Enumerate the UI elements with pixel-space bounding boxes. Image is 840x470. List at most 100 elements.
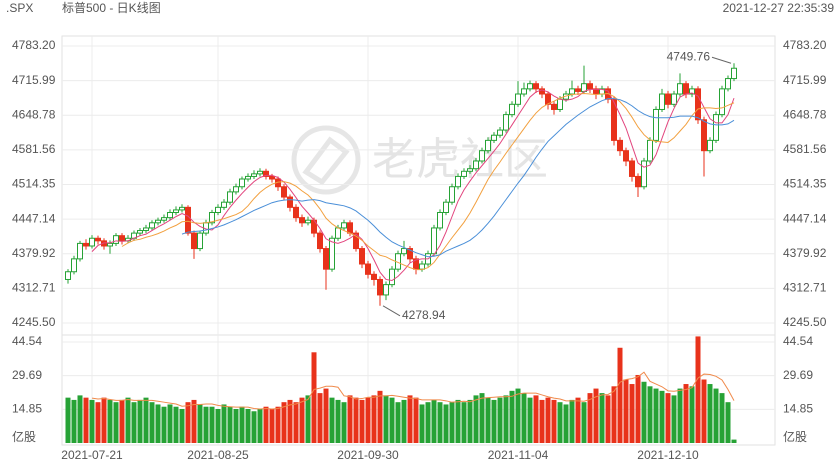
volume-bar [137,399,143,443]
candle-body [155,219,161,224]
candle-body [419,263,425,270]
volume-bar [251,411,257,443]
volume-bar [125,397,131,443]
volume-bar [317,393,323,443]
volume-bar [119,399,125,443]
candle-body [281,186,287,198]
volume-bar [275,406,281,443]
volume-bar [113,402,119,443]
volume-bar [365,397,371,443]
y-tick-label-right: 4312.71 [783,281,827,295]
volume-bar [569,399,575,443]
y-tick-label: 4715.99 [12,73,56,87]
volume-bar [347,395,353,443]
candle-body [581,83,587,92]
x-tick-label: 2021-12-10 [637,448,699,462]
candle-body [227,191,233,203]
y-tick-label-right: 4514.35 [783,177,827,191]
y-tick-label-right: 4648.78 [783,107,827,121]
y-tick-label-right: 4715.99 [783,73,827,87]
candle-body [527,83,533,90]
volume-bar [695,336,701,443]
y-tick-label: 4514.35 [12,177,56,191]
volume-bar [575,397,581,443]
volume-bar [647,386,653,443]
candle-body [437,211,443,229]
volume-tick-label-right: 29.69 [783,368,813,382]
volume-bar [293,402,299,443]
candle-body [611,98,617,141]
candle-body [167,211,173,219]
volume-bar [203,406,209,443]
volume-bar [623,379,629,443]
candle-body [353,232,359,250]
volume-unit-right: 亿股 [783,429,807,444]
candle-body [701,119,707,152]
volume-bar [233,408,239,443]
candle-body [221,201,227,208]
candle-body [683,83,689,95]
candle-body [647,139,653,162]
candle-body [257,170,263,175]
candle-body [725,78,731,90]
volume-bar [227,406,233,443]
volume-tick-label-right: 14.85 [783,401,813,415]
candle-body [287,196,293,208]
candle-body [713,114,719,141]
volume-bar [497,397,503,443]
logo-ring [291,125,361,195]
y-tick-label: 4379.92 [12,246,56,260]
annotation-leader [382,305,401,317]
volume-bar [395,402,401,443]
volume-bar [581,402,587,443]
chart-title: 标普500 - 日K线图 [62,1,161,15]
candle-body [347,222,353,234]
candle-body [161,217,167,221]
candle-body [191,232,197,250]
candle-body [251,173,257,177]
candle-body [137,230,143,234]
volume-bar [599,393,605,443]
volume-bar [431,399,437,443]
candle-body [473,160,479,170]
candle-body [83,242,89,247]
candle-body [653,108,659,141]
volume-bar [485,397,491,443]
timestamp: 2021-12-27 22:35:39 [723,1,835,15]
candle-body [341,222,347,229]
volume-bar [533,395,539,443]
candle-body [197,232,203,250]
volume-bar [479,393,485,443]
volume-bar [221,404,227,443]
candle-body [239,178,245,188]
volume-bar [635,374,641,443]
y-tick-label-right: 4245.50 [783,315,827,329]
candle-body [365,263,371,275]
candle-body [71,258,77,273]
volume-bar [383,395,389,443]
volume-bar [215,408,221,443]
y-tick-label: 4245.50 [12,315,56,329]
volume-bar [311,352,317,443]
candle-body [89,237,95,247]
volume-bar [161,406,167,443]
volume-bar [629,384,635,443]
y-tick-label: 4581.56 [12,142,56,156]
candle-body [689,88,695,95]
volume-bar [149,402,155,443]
candle-body [677,83,683,95]
candle-body [269,175,275,180]
candle-body [515,93,521,105]
candle-body [323,248,329,270]
candle-body [431,227,437,255]
candle-body [179,206,185,211]
volume-bar [71,399,77,443]
volume-unit: 亿股 [12,429,36,444]
volume-bar [413,397,419,443]
volume-bar [455,399,461,443]
moving-average-line [91,88,735,282]
volume-bar [377,390,383,443]
volume-bar [299,397,305,443]
